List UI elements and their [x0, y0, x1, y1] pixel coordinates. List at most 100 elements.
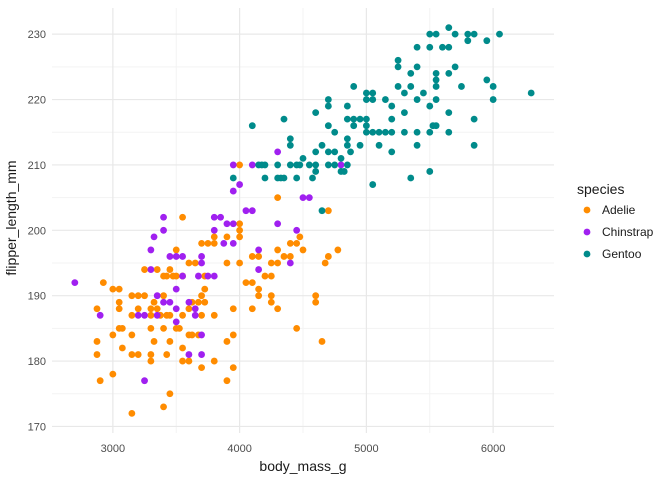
data-point: [318, 338, 326, 345]
data-point: [191, 311, 199, 319]
data-point: [96, 377, 104, 385]
data-point: [128, 331, 136, 339]
data-point: [324, 161, 332, 169]
data-point: [150, 233, 158, 241]
y-tick-label: 200: [28, 225, 46, 237]
data-point: [369, 128, 377, 136]
data-point: [274, 148, 282, 156]
legend-key-adelie-icon: [583, 206, 591, 214]
y-tick-label: 190: [28, 291, 46, 303]
data-point: [128, 409, 136, 417]
series-chinstrap: [71, 148, 345, 385]
data-point: [147, 357, 155, 365]
data-point: [153, 311, 161, 319]
data-point: [274, 220, 282, 228]
data-point: [413, 96, 421, 103]
data-point: [401, 109, 408, 117]
data-point: [299, 194, 307, 202]
x-tick-label: 3000: [101, 443, 125, 455]
data-point: [527, 89, 535, 97]
y-axis-title: flipper_length_mm: [3, 160, 19, 275]
data-point: [318, 141, 326, 149]
data-point: [388, 102, 396, 110]
data-point: [362, 115, 370, 123]
data-point: [432, 30, 440, 38]
data-point: [166, 298, 174, 306]
data-point: [274, 161, 282, 169]
data-point: [331, 148, 339, 156]
data-point: [147, 266, 155, 273]
data-point: [286, 135, 294, 143]
data-point: [267, 259, 275, 267]
data-point: [293, 239, 301, 247]
data-point: [229, 364, 237, 372]
data-point: [356, 141, 364, 149]
data-point: [229, 161, 237, 169]
data-point: [324, 122, 332, 130]
data-point: [394, 56, 402, 64]
legend: species Adelie Chinstrap Gentoo: [577, 181, 654, 261]
data-point: [128, 292, 136, 300]
data-point: [324, 253, 332, 260]
data-point: [343, 102, 351, 110]
data-point: [464, 37, 472, 45]
data-point: [141, 292, 148, 300]
data-point: [432, 122, 440, 130]
data-point: [118, 324, 126, 332]
data-point: [312, 148, 320, 156]
data-point: [150, 338, 158, 345]
data-point: [93, 338, 101, 345]
data-point: [343, 115, 351, 123]
data-point: [362, 128, 370, 136]
data-point: [198, 351, 205, 358]
data-point: [451, 30, 459, 38]
data-point: [381, 96, 389, 103]
data-point: [407, 174, 415, 182]
data-point: [93, 305, 101, 313]
data-point: [350, 122, 358, 130]
data-point: [179, 272, 186, 280]
data-point: [343, 141, 351, 149]
data-point: [166, 390, 174, 398]
data-point: [229, 220, 237, 228]
data-point: [305, 194, 313, 202]
legend-label-chinstrap: Chinstrap: [602, 225, 654, 239]
data-point: [176, 324, 183, 332]
data-point: [185, 351, 193, 358]
data-point: [426, 30, 434, 38]
data-point: [160, 292, 167, 300]
data-point: [223, 233, 231, 241]
y-tick-label: 230: [28, 29, 46, 41]
data-point: [201, 285, 209, 293]
data-point: [109, 370, 117, 378]
data-point: [204, 239, 212, 247]
data-point: [324, 207, 332, 215]
data-point: [185, 357, 193, 365]
data-point: [163, 351, 171, 358]
data-point: [261, 174, 269, 182]
data-point: [172, 272, 180, 280]
data-point: [362, 122, 370, 130]
data-point: [331, 161, 339, 169]
data-point: [445, 24, 453, 32]
data-point: [248, 122, 256, 130]
data-point: [255, 285, 263, 293]
data-point: [223, 377, 231, 385]
data-point: [185, 259, 193, 267]
data-point: [198, 364, 205, 372]
y-tick-label: 210: [28, 160, 46, 172]
data-point: [141, 311, 148, 319]
data-point: [337, 154, 345, 162]
data-point: [204, 272, 212, 280]
data-point: [274, 305, 282, 313]
data-point: [312, 109, 320, 117]
data-point: [261, 272, 269, 280]
data-point: [445, 109, 453, 117]
data-point: [160, 298, 167, 306]
data-point: [296, 161, 304, 169]
y-tick-label: 220: [28, 95, 46, 107]
data-point: [236, 259, 244, 267]
data-point: [369, 96, 377, 103]
data-point: [141, 266, 148, 273]
